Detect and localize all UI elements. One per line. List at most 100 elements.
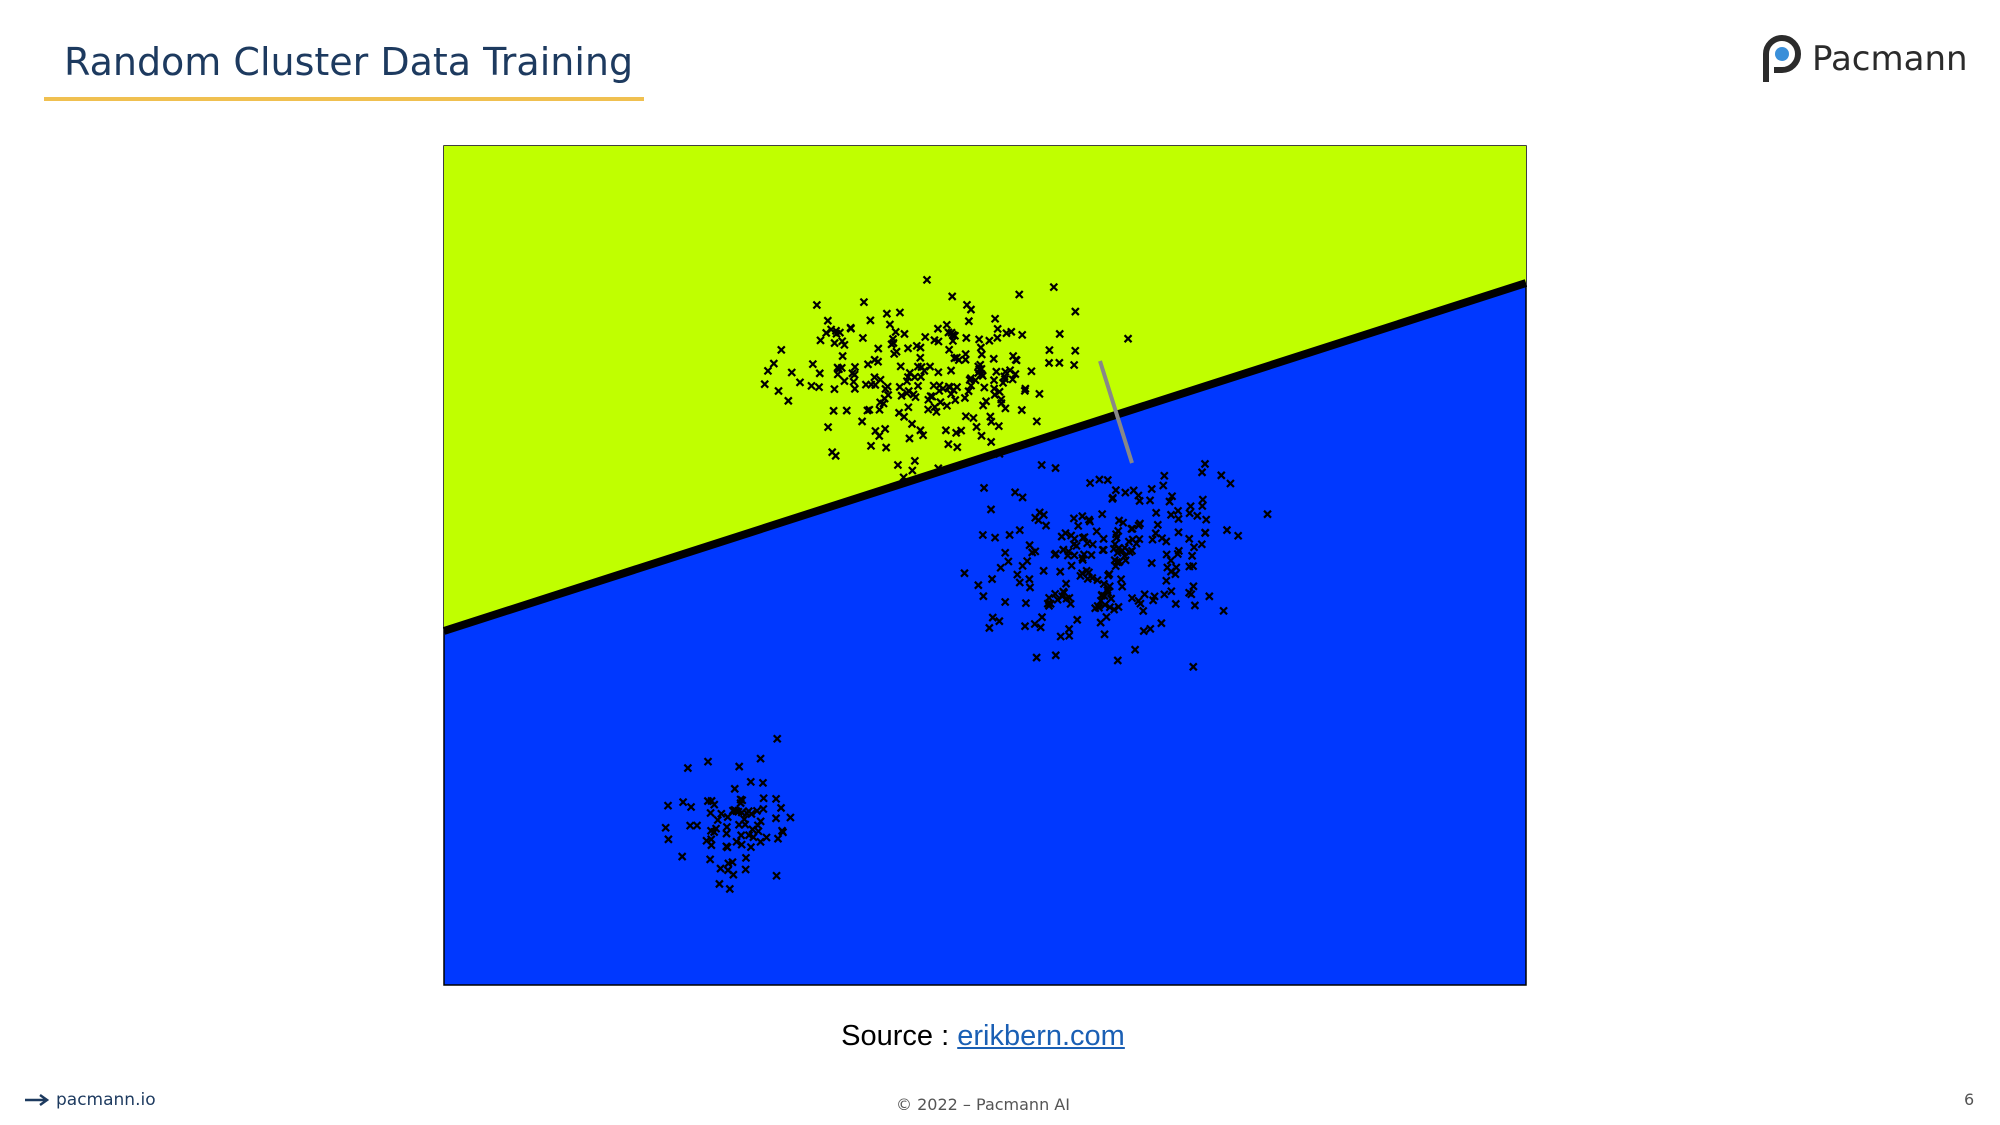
- point: [1090, 603, 1100, 613]
- point: [980, 383, 989, 392]
- point: [978, 401, 988, 410]
- point: [922, 275, 932, 285]
- point: [995, 449, 1004, 459]
- point: [938, 384, 948, 393]
- point: [1084, 515, 1094, 524]
- point: [941, 426, 951, 435]
- point: [1110, 555, 1120, 565]
- point: [995, 616, 1004, 626]
- point: [1233, 531, 1243, 541]
- point: [1061, 579, 1071, 588]
- point: [1100, 630, 1109, 639]
- point: [1020, 386, 1030, 396]
- point: [756, 817, 765, 826]
- point: [1000, 548, 1010, 558]
- point: [1064, 631, 1074, 640]
- point: [1185, 562, 1194, 571]
- point: [990, 533, 1000, 542]
- point: [866, 441, 876, 451]
- point: [1030, 619, 1040, 629]
- point: [1148, 535, 1157, 544]
- point: [1049, 282, 1059, 292]
- point: [1000, 597, 1010, 607]
- point: [916, 343, 925, 352]
- point: [1161, 537, 1171, 546]
- point: [746, 777, 756, 787]
- point: [722, 842, 731, 851]
- point: [1017, 405, 1027, 415]
- point: [830, 338, 839, 348]
- point: [736, 831, 746, 840]
- point: [1025, 574, 1034, 584]
- point: [1076, 571, 1085, 581]
- point: [905, 368, 915, 378]
- point: [1121, 555, 1130, 565]
- point: [1162, 550, 1171, 559]
- point: [661, 823, 670, 833]
- point: [1108, 493, 1118, 503]
- point: [748, 825, 757, 834]
- point: [1106, 594, 1116, 603]
- point: [1037, 612, 1047, 622]
- point: [1036, 623, 1045, 632]
- slide-title: Random Cluster Data Training: [64, 40, 634, 84]
- point: [1104, 569, 1114, 579]
- point: [1162, 576, 1171, 585]
- point: [1136, 599, 1145, 608]
- point: [1118, 518, 1128, 527]
- point: [1158, 481, 1168, 490]
- point: [1130, 645, 1140, 654]
- point: [924, 395, 933, 405]
- point: [807, 381, 816, 391]
- point: [1022, 556, 1032, 566]
- point: [709, 800, 719, 809]
- point: [923, 405, 933, 414]
- point: [985, 336, 994, 345]
- point: [986, 505, 996, 514]
- point: [739, 814, 749, 824]
- point: [1078, 511, 1087, 521]
- point: [961, 411, 971, 421]
- point: [747, 809, 756, 819]
- point: [1184, 588, 1194, 598]
- point: [892, 347, 901, 356]
- arrow-icon: [25, 1093, 50, 1107]
- point: [723, 865, 733, 875]
- point: [1059, 545, 1068, 554]
- point: [1217, 471, 1226, 480]
- logo-icon: [1763, 35, 1801, 82]
- point: [777, 345, 786, 355]
- point: [1105, 602, 1115, 612]
- point: [1014, 290, 1024, 299]
- point: [1123, 334, 1133, 343]
- point: [1030, 513, 1040, 523]
- point: [895, 308, 905, 317]
- point: [1184, 534, 1194, 544]
- point: [916, 372, 926, 382]
- point: [1219, 606, 1228, 616]
- site-text: pacmann.io: [56, 1090, 156, 1110]
- point: [1160, 471, 1169, 481]
- point: [1146, 624, 1155, 634]
- point: [920, 332, 930, 342]
- point: [776, 803, 786, 813]
- point: [848, 369, 857, 378]
- point: [752, 806, 762, 816]
- point: [882, 309, 892, 318]
- point: [1127, 524, 1136, 534]
- point: [1017, 330, 1027, 340]
- point: [827, 447, 837, 457]
- point: [1166, 556, 1176, 565]
- point: [966, 305, 976, 314]
- logo-text: Pacmann: [1812, 39, 1968, 79]
- point: [1025, 540, 1034, 550]
- point: [1166, 510, 1176, 520]
- point: [993, 333, 1002, 343]
- source-link[interactable]: erikbern.com: [957, 1020, 1125, 1052]
- point: [1174, 546, 1184, 556]
- point: [815, 369, 825, 378]
- point: [741, 853, 751, 863]
- point: [1135, 534, 1144, 544]
- point: [942, 320, 952, 330]
- point: [1032, 417, 1042, 426]
